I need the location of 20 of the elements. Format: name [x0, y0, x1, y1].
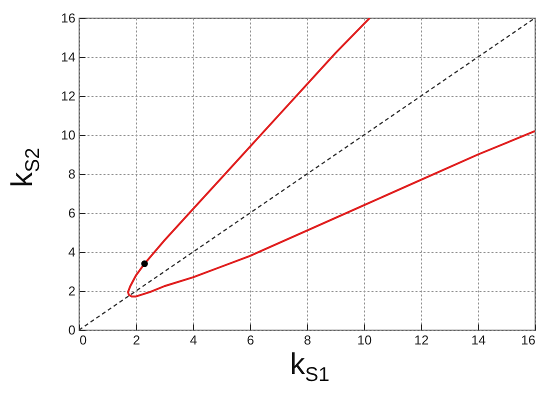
- y-tick-label: 4: [68, 244, 76, 260]
- x-axis-title: k$_{S1}$: [290, 348, 330, 386]
- x-tick-label: 12: [414, 332, 429, 348]
- x-tick-label: 14: [471, 332, 486, 348]
- y-tick-label: 16: [61, 10, 76, 26]
- x-tick-label: 2: [132, 332, 140, 348]
- y-tick-label: 8: [68, 166, 76, 182]
- y-tick-label: 12: [61, 88, 76, 104]
- y-tick-label: 10: [61, 128, 76, 142]
- y-tick-label: 6: [68, 206, 76, 220]
- x-tick-label: 10: [357, 332, 372, 348]
- line-series: [127, 18, 535, 298]
- y-tick-label: 2: [68, 284, 76, 298]
- x-tick-label: 0: [80, 332, 87, 348]
- x-tick-label: 8: [304, 332, 312, 348]
- x-tick-label: 4: [190, 332, 198, 348]
- y-tick-label: 0: [68, 322, 76, 338]
- y-tick-label: 14: [61, 50, 76, 64]
- x-tick-label: 16: [521, 332, 536, 348]
- x-tick-label: 6: [246, 332, 254, 348]
